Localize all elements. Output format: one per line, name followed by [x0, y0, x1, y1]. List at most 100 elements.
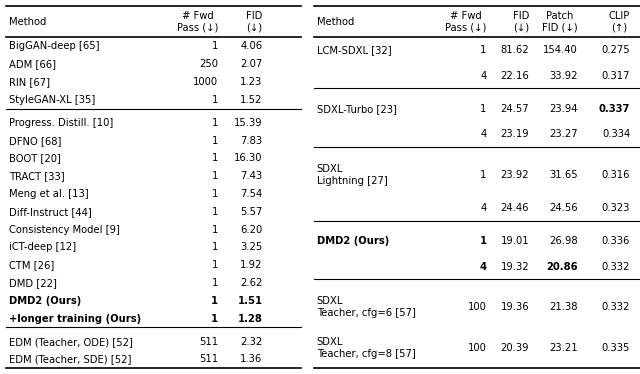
Text: Diff-Instruct [44]: Diff-Instruct [44]: [10, 207, 92, 217]
Text: 1: 1: [211, 313, 218, 324]
Text: 1: 1: [480, 170, 486, 180]
Text: 1: 1: [212, 260, 218, 270]
Text: DFNO [68]: DFNO [68]: [10, 136, 61, 145]
Text: 7.43: 7.43: [241, 171, 262, 181]
Text: ADM [66]: ADM [66]: [10, 59, 56, 69]
Text: FID
(↓): FID (↓): [513, 11, 529, 32]
Text: 23.21: 23.21: [549, 343, 578, 353]
Text: 1.36: 1.36: [240, 355, 262, 365]
Text: 100: 100: [468, 343, 486, 353]
Text: 250: 250: [200, 59, 218, 69]
Text: StyleGAN-XL [35]: StyleGAN-XL [35]: [10, 95, 95, 105]
Text: SDXL
Teacher, cfg=6 [57]: SDXL Teacher, cfg=6 [57]: [317, 297, 416, 318]
Text: 1: 1: [212, 278, 218, 288]
Text: 511: 511: [199, 337, 218, 347]
Text: DMD2 (Ours): DMD2 (Ours): [10, 296, 81, 306]
Text: 24.57: 24.57: [500, 104, 529, 114]
Text: 4.06: 4.06: [241, 41, 262, 51]
Text: 4: 4: [479, 261, 486, 272]
Text: 15.39: 15.39: [234, 118, 262, 128]
Text: 100: 100: [468, 302, 486, 312]
Text: 0.275: 0.275: [602, 45, 630, 55]
Text: 1.23: 1.23: [240, 77, 262, 87]
Text: 0.337: 0.337: [599, 104, 630, 114]
Text: DMD [22]: DMD [22]: [10, 278, 57, 288]
Text: 19.36: 19.36: [500, 302, 529, 312]
Text: 24.56: 24.56: [549, 203, 578, 213]
Text: 19.32: 19.32: [500, 261, 529, 272]
Text: EDM (Teacher, ODE) [52]: EDM (Teacher, ODE) [52]: [10, 337, 133, 347]
Text: Consistency Model [9]: Consistency Model [9]: [10, 225, 120, 234]
Text: EDM (Teacher, SDE) [52]: EDM (Teacher, SDE) [52]: [10, 355, 132, 365]
Text: # Fwd
Pass (↓): # Fwd Pass (↓): [177, 11, 218, 32]
Text: 1: 1: [212, 136, 218, 145]
Text: 7.83: 7.83: [241, 136, 262, 145]
Text: 1: 1: [479, 236, 486, 246]
Text: 511: 511: [199, 355, 218, 365]
Text: 81.62: 81.62: [500, 45, 529, 55]
Text: Method: Method: [317, 16, 354, 27]
Text: 1: 1: [211, 296, 218, 306]
Text: 21.38: 21.38: [550, 302, 578, 312]
Text: BigGAN-deep [65]: BigGAN-deep [65]: [10, 41, 100, 51]
Text: 4: 4: [481, 129, 486, 139]
Text: 1: 1: [212, 118, 218, 128]
Text: Method: Method: [10, 16, 47, 27]
Text: 20.39: 20.39: [500, 343, 529, 353]
Text: FID
(↓): FID (↓): [246, 11, 262, 32]
Text: 0.332: 0.332: [602, 302, 630, 312]
Text: 7.54: 7.54: [240, 189, 262, 199]
Text: 4: 4: [481, 71, 486, 80]
Text: RIN [67]: RIN [67]: [10, 77, 51, 87]
Text: 16.30: 16.30: [234, 153, 262, 163]
Text: 1: 1: [212, 189, 218, 199]
Text: 0.332: 0.332: [602, 261, 630, 272]
Text: 0.336: 0.336: [602, 236, 630, 246]
Text: 24.46: 24.46: [500, 203, 529, 213]
Text: BOOT [20]: BOOT [20]: [10, 153, 61, 163]
Text: 31.65: 31.65: [549, 170, 578, 180]
Text: 1: 1: [212, 95, 218, 105]
Text: 1: 1: [212, 242, 218, 252]
Text: 20.86: 20.86: [547, 261, 578, 272]
Text: CTM [26]: CTM [26]: [10, 260, 54, 270]
Text: 23.19: 23.19: [500, 129, 529, 139]
Text: 6.20: 6.20: [240, 225, 262, 234]
Text: CLIP
(↑): CLIP (↑): [609, 11, 630, 32]
Text: +longer training (Ours): +longer training (Ours): [10, 313, 141, 324]
Text: 4: 4: [481, 203, 486, 213]
Text: 0.323: 0.323: [602, 203, 630, 213]
Text: 2.32: 2.32: [240, 337, 262, 347]
Text: 26.98: 26.98: [549, 236, 578, 246]
Text: 1: 1: [212, 225, 218, 234]
Text: 5.57: 5.57: [240, 207, 262, 217]
Text: SDXL
Teacher, cfg=8 [57]: SDXL Teacher, cfg=8 [57]: [317, 337, 415, 359]
Text: 1.51: 1.51: [237, 296, 262, 306]
Text: 1: 1: [212, 153, 218, 163]
Text: 2.07: 2.07: [240, 59, 262, 69]
Text: SDXL-Turbo [23]: SDXL-Turbo [23]: [317, 104, 397, 114]
Text: 0.334: 0.334: [602, 129, 630, 139]
Text: # Fwd
Pass (↓): # Fwd Pass (↓): [445, 11, 486, 32]
Text: 22.16: 22.16: [500, 71, 529, 80]
Text: 1: 1: [480, 104, 486, 114]
Text: 0.316: 0.316: [602, 170, 630, 180]
Text: 1: 1: [480, 45, 486, 55]
Text: 2.62: 2.62: [240, 278, 262, 288]
Text: DMD2 (Ours): DMD2 (Ours): [317, 236, 389, 246]
Text: 33.92: 33.92: [550, 71, 578, 80]
Text: 1: 1: [212, 207, 218, 217]
Text: 1: 1: [212, 171, 218, 181]
Text: Progress. Distill. [10]: Progress. Distill. [10]: [10, 118, 113, 128]
Text: Patch
FID (↓): Patch FID (↓): [542, 11, 578, 32]
Text: 3.25: 3.25: [240, 242, 262, 252]
Text: SDXL
Lightning [27]: SDXL Lightning [27]: [317, 164, 388, 186]
Text: iCT-deep [12]: iCT-deep [12]: [10, 242, 76, 252]
Text: 23.27: 23.27: [549, 129, 578, 139]
Text: 1: 1: [212, 41, 218, 51]
Text: 0.317: 0.317: [602, 71, 630, 80]
Text: 1.92: 1.92: [240, 260, 262, 270]
Text: TRACT [33]: TRACT [33]: [10, 171, 65, 181]
Text: 1.28: 1.28: [237, 313, 262, 324]
Text: 19.01: 19.01: [500, 236, 529, 246]
